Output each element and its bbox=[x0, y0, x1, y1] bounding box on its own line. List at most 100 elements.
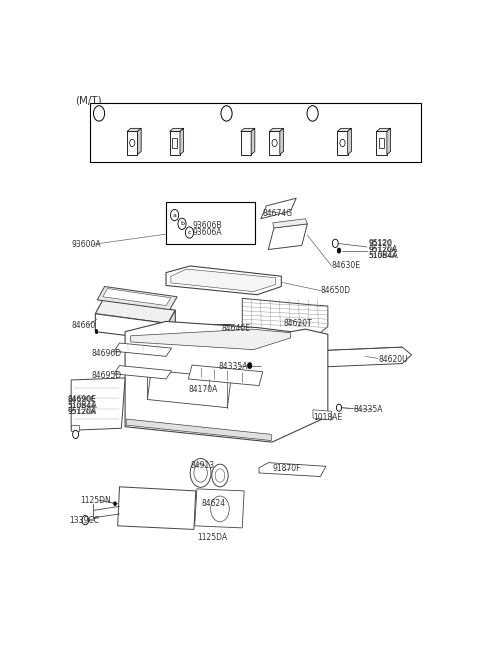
Text: c: c bbox=[310, 109, 315, 118]
Polygon shape bbox=[180, 128, 184, 155]
Circle shape bbox=[194, 464, 207, 482]
Text: 93335L: 93335L bbox=[160, 131, 189, 139]
Circle shape bbox=[82, 516, 89, 525]
Bar bbox=[172, 138, 177, 148]
Polygon shape bbox=[147, 370, 231, 408]
Polygon shape bbox=[273, 219, 307, 228]
Text: 84335A: 84335A bbox=[354, 406, 384, 414]
Text: 95120A: 95120A bbox=[369, 245, 398, 254]
Circle shape bbox=[336, 404, 342, 412]
Circle shape bbox=[215, 469, 225, 482]
Polygon shape bbox=[71, 378, 125, 430]
Text: 84660: 84660 bbox=[71, 321, 96, 330]
Polygon shape bbox=[269, 128, 284, 131]
Polygon shape bbox=[228, 209, 252, 237]
Polygon shape bbox=[118, 487, 196, 530]
Text: 84630E: 84630E bbox=[332, 261, 360, 270]
Text: 84695D: 84695D bbox=[92, 371, 122, 380]
Polygon shape bbox=[96, 313, 168, 340]
Text: 95120: 95120 bbox=[369, 240, 392, 246]
Text: 84690E: 84690E bbox=[67, 395, 96, 404]
Text: 84620T: 84620T bbox=[283, 319, 312, 328]
Polygon shape bbox=[166, 266, 281, 295]
Polygon shape bbox=[177, 358, 233, 362]
Circle shape bbox=[114, 502, 117, 506]
Circle shape bbox=[248, 363, 252, 369]
Polygon shape bbox=[169, 128, 184, 131]
Polygon shape bbox=[305, 347, 411, 368]
Bar bbox=[166, 202, 255, 244]
Text: 93603C: 93603C bbox=[231, 131, 261, 139]
Text: 84674G: 84674G bbox=[263, 209, 293, 218]
Polygon shape bbox=[195, 489, 244, 528]
Polygon shape bbox=[280, 128, 284, 155]
Text: 84913: 84913 bbox=[190, 461, 215, 470]
Polygon shape bbox=[137, 128, 141, 155]
Polygon shape bbox=[261, 198, 296, 219]
Text: 84640E: 84640E bbox=[222, 324, 251, 333]
Text: 93600A: 93600A bbox=[71, 240, 101, 249]
Polygon shape bbox=[127, 131, 137, 155]
Polygon shape bbox=[183, 343, 227, 358]
Polygon shape bbox=[268, 224, 307, 249]
Polygon shape bbox=[71, 425, 79, 432]
Text: (M/T): (M/T) bbox=[75, 95, 101, 105]
Polygon shape bbox=[240, 128, 255, 131]
Circle shape bbox=[211, 496, 229, 522]
Text: 510B4A: 510B4A bbox=[67, 403, 96, 409]
Polygon shape bbox=[337, 128, 351, 131]
Text: a: a bbox=[96, 109, 102, 118]
Text: b: b bbox=[180, 221, 184, 226]
Polygon shape bbox=[125, 321, 328, 442]
Text: c: c bbox=[188, 230, 191, 235]
Polygon shape bbox=[171, 269, 276, 291]
Polygon shape bbox=[337, 131, 348, 155]
Polygon shape bbox=[269, 131, 280, 155]
Polygon shape bbox=[127, 128, 141, 131]
Text: 91870F: 91870F bbox=[272, 464, 300, 474]
Polygon shape bbox=[188, 365, 263, 386]
Polygon shape bbox=[95, 329, 97, 334]
Text: 93335R: 93335R bbox=[367, 131, 396, 139]
Text: 1339CC: 1339CC bbox=[69, 516, 99, 525]
Text: 84624: 84624 bbox=[202, 500, 226, 508]
Text: 84696D: 84696D bbox=[92, 349, 122, 358]
Text: 84690E: 84690E bbox=[67, 396, 95, 402]
Polygon shape bbox=[251, 128, 255, 155]
Polygon shape bbox=[103, 289, 171, 305]
Polygon shape bbox=[313, 410, 332, 420]
Circle shape bbox=[337, 248, 341, 253]
Polygon shape bbox=[240, 131, 251, 155]
Text: 84620U: 84620U bbox=[378, 356, 408, 364]
Bar bbox=[379, 138, 384, 148]
Bar bbox=[90, 103, 421, 162]
Text: 84335A: 84335A bbox=[218, 362, 248, 371]
Text: 93606A: 93606A bbox=[192, 228, 222, 237]
Polygon shape bbox=[387, 128, 391, 155]
Text: 93330L: 93330L bbox=[118, 131, 146, 139]
Polygon shape bbox=[376, 131, 387, 155]
Polygon shape bbox=[169, 131, 180, 155]
Circle shape bbox=[212, 464, 228, 487]
Text: 1018AE: 1018AE bbox=[313, 414, 342, 422]
Text: 510B4A: 510B4A bbox=[369, 253, 397, 259]
Polygon shape bbox=[96, 300, 175, 323]
Text: 95120A: 95120A bbox=[67, 408, 97, 416]
Polygon shape bbox=[376, 128, 391, 131]
Text: 84650D: 84650D bbox=[321, 286, 350, 295]
Polygon shape bbox=[259, 463, 326, 476]
Text: 510B4A: 510B4A bbox=[67, 401, 97, 410]
Text: 93606B: 93606B bbox=[192, 221, 222, 230]
Text: a: a bbox=[173, 213, 177, 217]
Polygon shape bbox=[348, 128, 351, 155]
Text: b: b bbox=[224, 109, 229, 118]
Text: 93330R: 93330R bbox=[328, 131, 357, 139]
Polygon shape bbox=[114, 343, 172, 356]
Polygon shape bbox=[114, 366, 172, 379]
Polygon shape bbox=[131, 329, 290, 350]
Circle shape bbox=[72, 430, 79, 438]
Circle shape bbox=[190, 458, 211, 488]
Text: 1125DA: 1125DA bbox=[198, 533, 228, 542]
Polygon shape bbox=[97, 287, 177, 309]
Text: 510B4A: 510B4A bbox=[369, 251, 398, 260]
